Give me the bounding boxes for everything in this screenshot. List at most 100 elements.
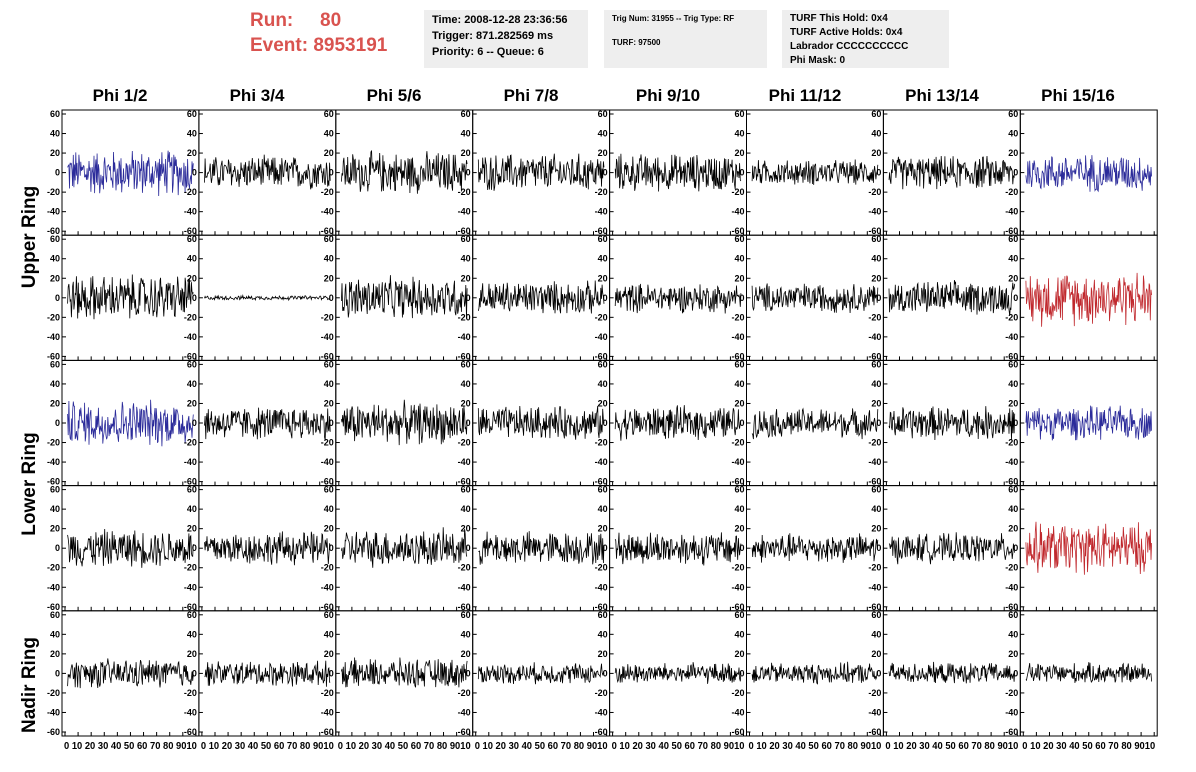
x-tick-label: 0 10 20 30 40 50 60 70 80 9010	[885, 741, 1018, 752]
y-tick-label: -40	[321, 582, 334, 592]
y-tick-label: 60	[187, 610, 197, 620]
y-tick-label: 60	[187, 234, 197, 244]
y-tick-label: 40	[461, 379, 471, 389]
y-tick-label: -40	[1005, 707, 1018, 717]
waveform-trace	[341, 657, 468, 688]
panel-r2-c0: -60 -40 -20 0 20 40 60	[47, 359, 200, 487]
y-tick-label: 0	[1013, 293, 1018, 303]
y-tick-label: 20	[461, 273, 471, 283]
y-tick-label: -20	[731, 688, 744, 698]
run-value: 80	[320, 10, 342, 31]
y-tick-label: -60	[1005, 226, 1018, 236]
y-tick-label: 40	[734, 504, 744, 514]
y-tick-label: 20	[1008, 273, 1018, 283]
y-tick-label: -20	[868, 438, 881, 448]
y-tick-label: 0	[55, 543, 60, 553]
y-tick-label: -60	[458, 477, 471, 487]
waveform-trace	[67, 399, 194, 447]
y-tick-label: 0	[192, 418, 197, 428]
y-tick-label: 0	[603, 543, 608, 553]
y-tick-label: -20	[184, 312, 197, 322]
time-text: Time: 2008-12-28 23:36:56	[432, 14, 568, 26]
y-tick-label: 60	[1008, 610, 1018, 620]
panel-r1-c7: -60 -40 -20 0 20 40 60	[1005, 234, 1158, 361]
y-tick-label: 0	[739, 543, 744, 553]
y-tick-label: -20	[47, 563, 60, 573]
panel-r2-c5: -60 -40 -20 0 20 40 60	[731, 359, 884, 487]
panel-r0-c3: -60 -40 -20 0 20 40 60	[458, 109, 611, 236]
y-tick-label: 0	[876, 543, 881, 553]
waveform-trace	[1025, 662, 1152, 684]
y-tick-label: -20	[321, 312, 334, 322]
y-tick-label: 60	[461, 359, 471, 369]
y-tick-label: 40	[50, 504, 60, 514]
y-tick-label: 60	[461, 234, 471, 244]
y-tick-label: -60	[868, 351, 881, 361]
waveform-trace	[67, 274, 194, 320]
x-tick-label: 0 10 20 30 40 50 60 70 80 9010	[475, 741, 608, 752]
y-tick-label: 60	[50, 485, 60, 495]
y-tick-label: 40	[734, 254, 744, 264]
y-tick-label: -40	[184, 582, 197, 592]
y-tick-label: 20	[598, 148, 608, 158]
y-tick-label: 0	[603, 168, 608, 178]
panel-r2-c6: -60 -40 -20 0 20 40 60	[868, 359, 1021, 487]
y-tick-label: 60	[187, 485, 197, 495]
y-tick-label: 20	[598, 524, 608, 534]
y-tick-label: -20	[868, 187, 881, 197]
y-tick-label: -20	[47, 438, 60, 448]
y-tick-label: 40	[1008, 254, 1018, 264]
column-header-phi-9-10: Phi 9/10	[635, 86, 701, 105]
y-tick-label: 20	[871, 148, 881, 158]
column-header-phi-1-2: Phi 1/2	[92, 86, 148, 105]
phi-mask-text: Phi Mask: 0	[790, 55, 846, 66]
waveform-trace	[477, 153, 605, 191]
waveform-trace	[888, 532, 1016, 565]
panel-r3-c5: -60 -40 -20 0 20 40 60	[731, 485, 884, 612]
y-tick-label: -60	[321, 727, 334, 737]
y-tick-label: 40	[1008, 129, 1018, 139]
y-tick-label: -20	[731, 187, 744, 197]
y-tick-label: -40	[595, 207, 608, 217]
y-tick-label: 20	[461, 148, 471, 158]
y-tick-label: -60	[731, 727, 744, 737]
y-tick-label: 60	[50, 109, 60, 119]
waveform-trace	[888, 661, 1016, 684]
y-tick-label: -40	[595, 582, 608, 592]
waveform-trace	[751, 283, 879, 314]
panel-r4-c3: -60 -40 -20 0 20 40 60	[458, 610, 611, 737]
y-tick-label: 0	[192, 293, 197, 303]
y-tick-label: 20	[734, 398, 744, 408]
panel-r3-c3: -60 -40 -20 0 20 40 60	[458, 485, 611, 612]
y-tick-label: -60	[184, 477, 197, 487]
y-tick-label: 60	[734, 109, 744, 119]
waveform-trace	[204, 531, 331, 566]
y-tick-label: -40	[184, 457, 197, 467]
trig-num-info-box: Trig Num: 31955 -- Trig Type: RF TURF: 9…	[604, 10, 767, 68]
y-tick-label: 60	[461, 109, 471, 119]
y-tick-label: 60	[871, 359, 881, 369]
y-tick-label: -60	[1005, 602, 1018, 612]
y-tick-label: 0	[1013, 418, 1018, 428]
y-tick-label: 40	[598, 379, 608, 389]
y-tick-label: -20	[868, 563, 881, 573]
y-tick-label: -20	[868, 688, 881, 698]
y-tick-label: -60	[321, 477, 334, 487]
y-tick-label: -60	[47, 477, 60, 487]
y-tick-label: -60	[731, 351, 744, 361]
waveform-trace	[341, 399, 468, 446]
y-tick-label: -40	[868, 457, 881, 467]
y-tick-label: -20	[731, 438, 744, 448]
y-tick-label: -40	[321, 207, 334, 217]
y-tick-label: 0	[739, 293, 744, 303]
y-tick-label: 40	[734, 129, 744, 139]
y-tick-label: 20	[50, 148, 60, 158]
y-tick-label: 20	[187, 148, 197, 158]
y-tick-label: 60	[1008, 234, 1018, 244]
y-tick-label: 40	[598, 129, 608, 139]
y-tick-label: 20	[871, 649, 881, 659]
panel-r0-c1: -60 -40 -20 0 20 40 60	[184, 109, 337, 236]
y-tick-label: -60	[458, 351, 471, 361]
y-tick-label: -20	[595, 563, 608, 573]
